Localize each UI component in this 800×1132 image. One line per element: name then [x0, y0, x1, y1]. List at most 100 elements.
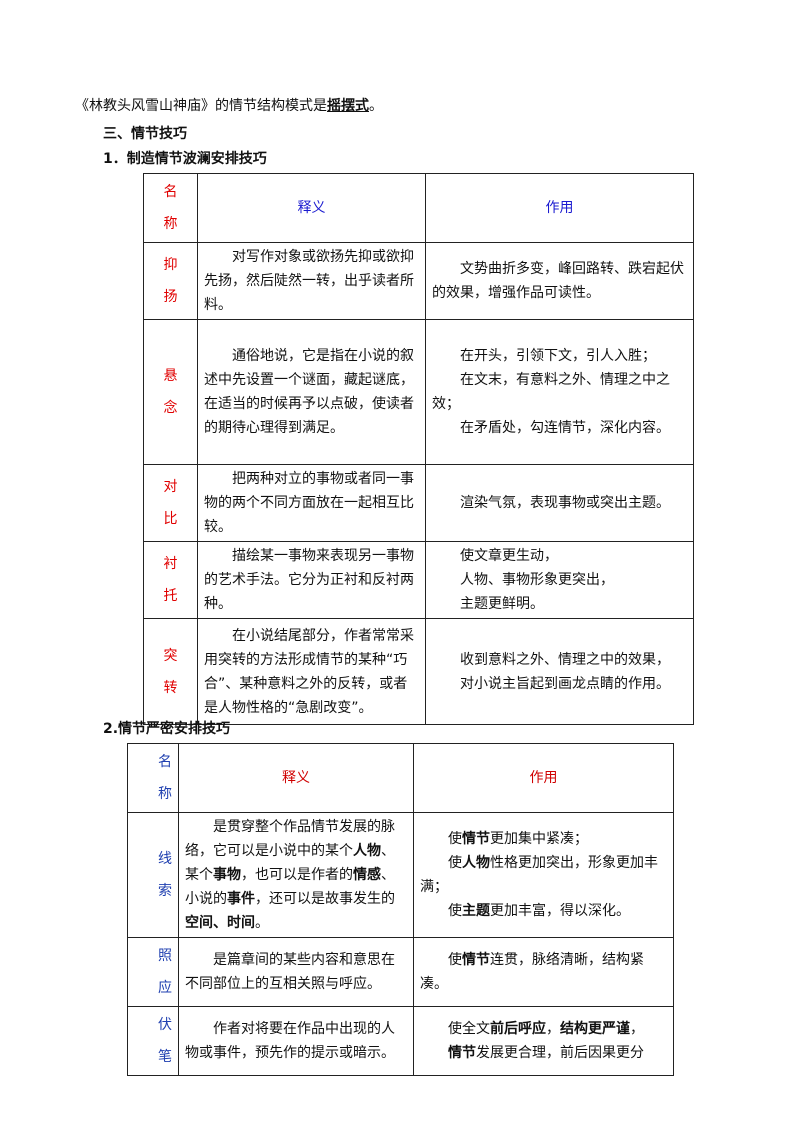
paragraph: 收到意料之外、情理之中的效果，: [432, 648, 687, 672]
header-cell: 名称: [127, 743, 179, 813]
text-run: 把两种对立的事物或者同一事物的两个不同方面放在一起相互比较。: [204, 471, 414, 535]
effect-cell: 使情节连贯，脉络清晰，结构紧凑。: [413, 937, 674, 1007]
bold-run: 人物: [353, 843, 381, 859]
paragraph: 渲染气氛，表现事物或突出主题。: [432, 491, 687, 515]
effect-cell: 使情节更加集中紧凑； 使人物性格更加突出，形象更加丰满； 使主题更加丰富，得以深化。: [413, 812, 674, 938]
name-text: 对比: [163, 479, 178, 527]
name-cell: 照应: [127, 937, 179, 1007]
paragraph: 作者对将要在作品中出现的人物或事件，预先作的提示或暗示。: [185, 1017, 407, 1065]
effect-cell: 在开头，引领下文，引人入胜； 在文末，有意料之外、情理之中之效； 在矛盾处，勾连情节…: [425, 319, 694, 465]
bold-run: 摇摆式: [327, 98, 369, 114]
paragraph: 是篇章间的某些内容和意思在不同部位上的互相关照与呼应。: [185, 948, 407, 996]
bold-run: 主题: [462, 903, 490, 919]
header-text: 释义: [297, 200, 326, 216]
bold-run: 人物: [462, 855, 490, 871]
definition-cell: 是贯穿整个作品情节发展的脉络，它可以是小说中的某个人物、某个事物，也可以是作者的…: [178, 812, 414, 938]
definition-cell: 作者对将要在作品中出现的人物或事件，预先作的提示或暗示。: [178, 1006, 414, 1076]
name-cell: 突转: [143, 618, 198, 725]
text-run: 《林教头风雪山神庙》的情节结构模式是: [75, 98, 327, 114]
paragraph: 使情节连贯，脉络清晰，结构紧凑。: [420, 948, 667, 996]
header-text: 释义: [282, 770, 310, 786]
text-run: 使: [448, 831, 462, 847]
paragraph: 把两种对立的事物或者同一事物的两个不同方面放在一起相互比较。: [204, 467, 419, 539]
bold-run: 情节: [462, 952, 490, 968]
paragraph: 在开头，引领下文，引人入胜；: [432, 344, 687, 368]
bold-run: 事物: [213, 867, 241, 883]
name-text: 伏笔: [158, 1017, 172, 1065]
table-title: 2.情节严密安排技巧: [103, 721, 231, 737]
effect-cell: 收到意料之外、情理之中的效果， 对小说主旨起到画龙点睛的作用。: [425, 618, 694, 725]
text-run: 使: [448, 952, 462, 968]
text-run: 对写作对象或欲扬先抑或欲抑先扬，然后陡然一转，出乎读者所料。: [204, 249, 414, 313]
name-cell: 衬托: [143, 541, 198, 619]
effect-cell: 使全文前后呼应，结构更严谨， 情节发展更合理，前后因果更分: [413, 1006, 674, 1076]
table-title: 1．制造情节波澜安排技巧: [103, 151, 267, 167]
bold-run: 情节: [448, 1045, 476, 1061]
bold-run: 结构更严谨: [560, 1021, 630, 1037]
header-cell: 释义: [197, 173, 426, 243]
text-run: 性格更加突出，形象更加丰满；: [420, 855, 658, 895]
text-run: 使: [448, 855, 462, 871]
text-run: 在开头，引领下文，引人入胜；: [460, 348, 656, 364]
row: 衬托 描绘某一事物来表现另一事物的艺术手法。它分为正衬和反衬两种。 使文章更生动， 人…: [143, 541, 694, 619]
text-run: 连贯，脉络清晰，结构紧凑。: [420, 952, 644, 992]
paragraph: 使情节更加集中紧凑；: [420, 827, 667, 851]
paragraph: 描绘某一事物来表现另一事物的艺术手法。它分为正衬和反衬两种。: [204, 544, 419, 616]
text-run: 作者对将要在作品中出现的人物或事件，预先作的提示或暗示。: [185, 1021, 395, 1061]
text-run: 使文章更生动，: [460, 548, 558, 564]
text-run: 在矛盾处，勾连情节，深化内容。: [460, 420, 670, 436]
text-run: 渲染气氛，表现事物或突出主题。: [460, 495, 670, 511]
paragraph: 情节发展更合理，前后因果更分: [420, 1041, 667, 1065]
row: 照应 是篇章间的某些内容和意思在不同部位上的互相关照与呼应。 使情节连贯，脉络清晰，…: [127, 937, 674, 1007]
paragraph: 使人物性格更加突出，形象更加丰满；: [420, 851, 667, 899]
text-run: 使全文: [448, 1021, 490, 1037]
bold-run: 情节: [462, 831, 490, 847]
row: 线索 是贯穿整个作品情节发展的脉络，它可以是小说中的某个人物、某个事物，也可以是作…: [127, 812, 674, 938]
text-run: 文势曲折多变，峰回路转、跌宕起伏的效果，增强作品可读性。: [432, 261, 684, 301]
text-run: 更加集中紧凑；: [490, 831, 588, 847]
paragraph: 对写作对象或欲扬先抑或欲抑先扬，然后陡然一转，出乎读者所料。: [204, 245, 419, 317]
paragraph: 人物、事物形象更突出，: [432, 568, 687, 592]
name-text: 抑扬: [163, 257, 178, 305]
bold-run: 前后呼应: [490, 1021, 546, 1037]
definition-cell: 对写作对象或欲扬先抑或欲抑先扬，然后陡然一转，出乎读者所料。: [197, 242, 426, 320]
row: 抑扬 对写作对象或欲扬先抑或欲抑先扬，然后陡然一转，出乎读者所料。 文势曲折多变，峰…: [143, 242, 694, 320]
text-run: ，: [630, 1021, 644, 1037]
header-row: 名称 释义 作用: [143, 173, 694, 243]
paragraph: 在小说结尾部分，作者常常采用突转的方法形成情节的某种“巧合”、某种意料之外的反转…: [204, 624, 419, 720]
paragraph: 文势曲折多变，峰回路转、跌宕起伏的效果，增强作品可读性。: [432, 257, 687, 305]
text-run: 人物、事物形象更突出，: [460, 572, 614, 588]
header-cell: 释义: [178, 743, 414, 813]
text-run: 更加丰富，得以深化。: [490, 903, 630, 919]
section-title: 三、情节技巧: [103, 126, 187, 142]
name-text: 衬托: [163, 556, 178, 604]
paragraph: 在文末，有意料之外、情理之中之效；: [432, 368, 687, 416]
intro-line: 《林教头风雪山神庙》的情节结构模式是摇摆式。: [75, 95, 383, 115]
name-text: 悬念: [163, 368, 178, 416]
name-text: 突转: [163, 647, 178, 696]
paragraph: 在矛盾处，勾连情节，深化内容。: [432, 416, 687, 440]
name-text: 线索: [158, 851, 172, 899]
bold-run: 事件: [227, 891, 255, 907]
paragraph: 主题更鲜明。: [432, 592, 687, 616]
effect-cell: 使文章更生动， 人物、事物形象更突出， 主题更鲜明。: [425, 541, 694, 619]
effect-cell: 渲染气氛，表现事物或突出主题。: [425, 464, 694, 542]
paragraph: 通俗地说，它是指在小说的叙述中先设置一个谜面，藏起谜底，在适当的时候再予以点破，…: [204, 344, 419, 440]
text-run: 对小说主旨起到画龙点睛的作用。: [460, 675, 670, 692]
text-run: 使: [448, 903, 462, 919]
text-run: 在小说结尾部分，作者常常采用突转的方法形成情节的某种“巧合”、某种意料之外的反转…: [204, 627, 414, 716]
bold-run: 情感: [353, 867, 381, 883]
paragraph: 是贯穿整个作品情节发展的脉络，它可以是小说中的某个人物、某个事物，也可以是作者的…: [185, 815, 407, 935]
text-run: ，也可以是作者的: [241, 867, 353, 883]
row: 伏笔 作者对将要在作品中出现的人物或事件，预先作的提示或暗示。 使全文前后呼应 ，结构…: [127, 1006, 674, 1076]
definition-cell: 把两种对立的事物或者同一事物的两个不同方面放在一起相互比较。: [197, 464, 426, 542]
row: 悬念 通俗地说，它是指在小说的叙述中先设置一个谜面，藏起谜底，在适当的时候再予以点…: [143, 319, 694, 465]
paragraph: 使文章更生动，: [432, 544, 687, 568]
name-cell: 对比: [143, 464, 198, 542]
name-cell: 抑扬: [143, 242, 198, 320]
header-cell: 作用: [425, 173, 694, 243]
bold-run: 空间、时间: [185, 915, 255, 931]
text-run: 在文末，有意料之外、情理之中之效；: [432, 372, 670, 412]
text-run: 通俗地说，它是指在小说的叙述中先设置一个谜面，藏起谜底，在适当的时候再予以点破，…: [204, 348, 414, 436]
